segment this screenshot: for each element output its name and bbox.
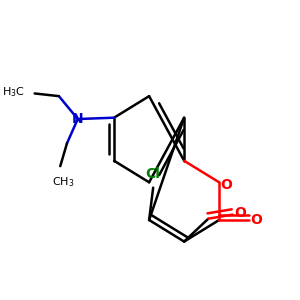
- Text: N: N: [72, 112, 84, 126]
- Text: O: O: [234, 206, 246, 220]
- Text: O: O: [250, 213, 262, 227]
- Text: Cl: Cl: [146, 167, 160, 181]
- Text: O: O: [221, 178, 232, 192]
- Text: H$_3$C: H$_3$C: [2, 85, 24, 99]
- Text: CH$_3$: CH$_3$: [52, 176, 74, 189]
